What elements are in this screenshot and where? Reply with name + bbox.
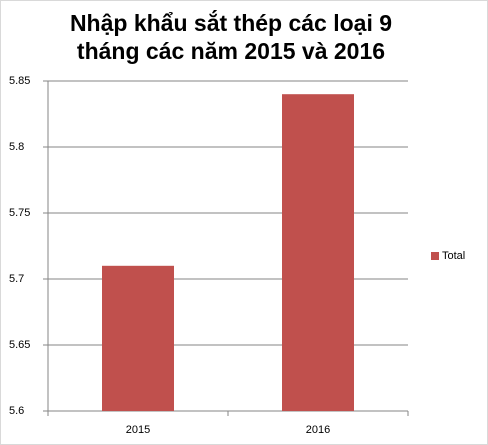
y-tick-label: 5.65: [9, 339, 30, 351]
legend-label: Total: [442, 250, 465, 262]
legend-swatch: [431, 252, 439, 260]
y-tick-label: 5.85: [9, 75, 30, 87]
chart-title: Nhập khẩu sắt thép các loại 9 tháng các …: [69, 10, 393, 64]
y-tick-label: 5.75: [9, 207, 30, 219]
x-tick-label: 2015: [126, 424, 150, 436]
x-tick-label: 2016: [306, 424, 330, 436]
bar: [282, 94, 354, 411]
y-tick-label: 5.8: [9, 141, 24, 153]
bar: [102, 265, 174, 411]
y-tick-label: 5.7: [9, 273, 24, 285]
y-tick-label: 5.6: [9, 405, 24, 417]
